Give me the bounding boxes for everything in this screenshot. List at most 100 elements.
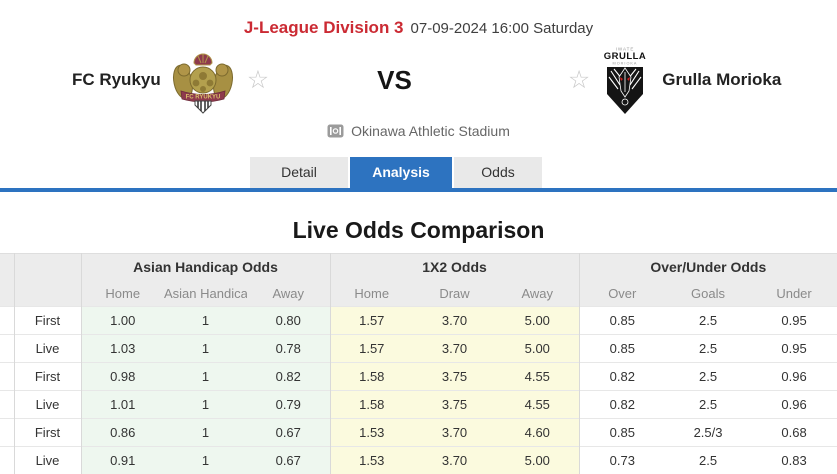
ou-odds-cell: 0.95 [751,307,837,335]
x12-odds-cell: 3.75 [413,391,496,419]
ou-odds-cell: 0.96 [751,363,837,391]
tab-detail[interactable]: Detail [250,157,348,188]
x12-odds-cell: 1.53 [330,447,413,474]
ou-odds-cell: 2.5 [665,447,751,474]
spacer-cell [0,363,14,391]
ah-odds-cell: 1.03 [81,335,164,363]
ou-odds-cell: 0.95 [751,335,837,363]
spacer-cell [0,335,14,363]
grulla-morioka-crest-icon: IWATE GRULLA MORIOKA [602,44,648,116]
row-type-label: Live [14,335,81,363]
x12-odds-cell: 5.00 [496,447,579,474]
row-type-label: Live [14,391,81,419]
venue-row: Okinawa Athletic Stadium [0,118,837,144]
row-type-label: First [14,419,81,447]
away-favorite-star-icon[interactable]: ☆ [568,68,590,93]
ah-odds-cell: 0.79 [247,391,330,419]
ou-odds-cell: 2.5 [665,363,751,391]
spacer-cell [0,447,14,474]
stadium-icon [327,124,344,138]
ah-odds-cell: 0.98 [81,363,164,391]
x12-odds-cell: 3.70 [413,335,496,363]
away-team-block: ☆ IWATE GRULLA MORIOKA Grulla Morioka [568,44,781,116]
svg-text:MORIOKA: MORIOKA [613,62,638,66]
sub-header-1x2-away: Away [496,280,579,307]
ah-odds-cell: 0.78 [247,335,330,363]
sub-header-1x2-home: Home [330,280,413,307]
vs-label: VS [377,65,412,96]
ah-odds-cell: 1 [164,307,247,335]
league-name: J-League Division 3 [244,18,404,37]
sub-header-ou-goals: Goals [665,280,751,307]
ou-odds-cell: 0.82 [579,363,665,391]
x12-odds-cell: 5.00 [496,307,579,335]
table-group-header-row: Asian Handicap Odds 1X2 Odds Over/Under … [0,254,837,281]
x12-odds-cell: 4.60 [496,419,579,447]
ou-odds-cell: 0.73 [579,447,665,474]
home-team-block: FC Ryukyu FC RYUKYU ☆ [72,46,269,114]
x12-odds-cell: 3.70 [413,307,496,335]
ou-odds-cell: 0.82 [579,391,665,419]
ou-odds-cell: 2.5 [665,391,751,419]
ah-odds-cell: 1 [164,363,247,391]
svg-text:GRULLA: GRULLA [604,51,647,62]
ah-odds-cell: 0.82 [247,363,330,391]
sub-header-ah-away: Away [247,280,330,307]
spacer-cell [0,391,14,419]
sub-header-ou-under: Under [751,280,837,307]
tab-bar: Detail Analysis Odds [250,157,837,188]
spacer-cell [0,419,14,447]
ah-odds-cell: 0.91 [81,447,164,474]
row-type-label: First [14,363,81,391]
x12-odds-cell: 1.58 [330,363,413,391]
sub-header-ou-over: Over [579,280,665,307]
tab-odds[interactable]: Odds [454,157,542,188]
ou-odds-cell: 2.5 [665,335,751,363]
match-datetime: 07-09-2024 16:00 Saturday [411,20,594,37]
ou-odds-cell: 0.68 [751,419,837,447]
ou-odds-cell: 2.5 [665,307,751,335]
ah-odds-cell: 0.67 [247,447,330,474]
group-header-asian-handicap: Asian Handicap Odds [81,254,330,281]
ah-odds-cell: 0.67 [247,419,330,447]
x12-odds-cell: 3.75 [413,363,496,391]
x12-odds-cell: 4.55 [496,391,579,419]
x12-odds-cell: 5.00 [496,335,579,363]
ah-odds-cell: 0.86 [81,419,164,447]
x12-odds-cell: 1.53 [330,419,413,447]
tab-analysis[interactable]: Analysis [350,157,452,188]
x12-odds-cell: 1.57 [330,307,413,335]
x12-odds-cell: 1.58 [330,391,413,419]
sub-header-1x2-draw: Draw [413,280,496,307]
live-odds-table: Asian Handicap Odds 1X2 Odds Over/Under … [0,253,837,474]
ah-odds-cell: 0.80 [247,307,330,335]
home-favorite-star-icon[interactable]: ☆ [247,68,269,93]
ou-odds-cell: 2.5/3 [665,419,751,447]
ah-odds-cell: 1 [164,391,247,419]
group-header-1x2: 1X2 Odds [330,254,579,281]
ou-odds-cell: 0.85 [579,307,665,335]
row-type-header-cell [14,254,81,281]
fc-ryukyu-crest-icon: FC RYUKYU [169,46,237,114]
x12-odds-cell: 3.70 [413,447,496,474]
match-header: J-League Division 3 07-09-2024 16:00 Satu… [0,0,837,42]
away-team-name[interactable]: Grulla Morioka [662,70,781,90]
ou-odds-cell: 0.83 [751,447,837,474]
match-teams-row: FC Ryukyu FC RYUKYU ☆ VS ☆ [0,42,837,118]
ah-odds-cell: 1 [164,447,247,474]
table-sub-header-row: Home Asian Handicap Away Home Draw Away … [0,280,837,307]
spacer-cell [0,307,14,335]
venue-name: Okinawa Athletic Stadium [351,123,510,139]
home-team-name[interactable]: FC Ryukyu [72,70,161,90]
x12-odds-cell: 4.55 [496,363,579,391]
ou-odds-cell: 0.85 [579,419,665,447]
sub-header-ah-home: Home [81,280,164,307]
ah-odds-cell: 1 [164,419,247,447]
